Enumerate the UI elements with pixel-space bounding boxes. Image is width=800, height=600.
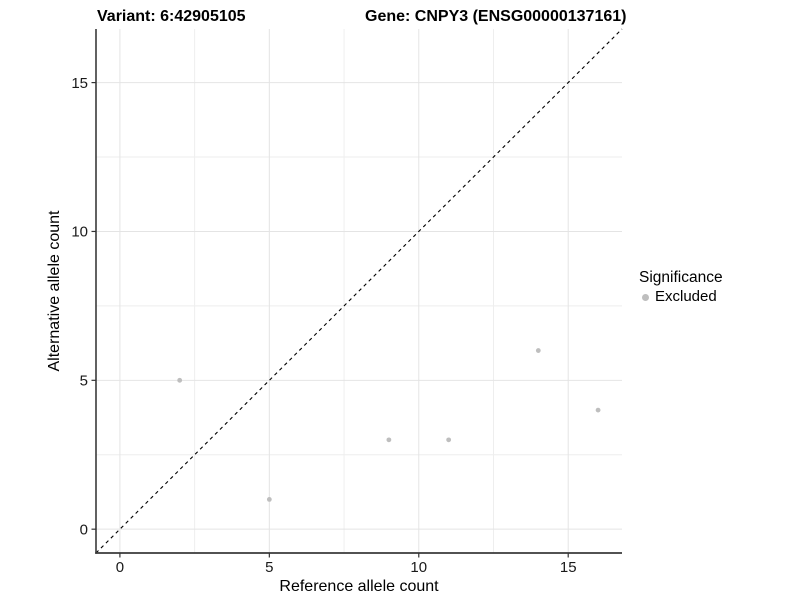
data-point <box>177 377 183 383</box>
y-tick-label: 10 <box>71 224 88 241</box>
y-tick-label: 15 <box>71 75 88 92</box>
data-point <box>595 407 601 413</box>
legend-item-excluded: Excluded <box>639 288 723 306</box>
y-tick-label: 5 <box>80 373 88 390</box>
y-tick-label: 0 <box>80 521 88 538</box>
data-point <box>266 497 272 502</box>
x-tick-label: 15 <box>560 559 577 576</box>
x-axis-title: Reference allele count <box>279 578 439 595</box>
legend: Significance Excluded <box>639 268 723 306</box>
plot-title-variant: Variant: 6:42905105 <box>97 8 246 25</box>
x-tick-label: 0 <box>116 559 124 576</box>
plot-title-gene: Gene: CNPY3 (ENSG00000137161) <box>365 8 627 25</box>
data-point <box>386 437 392 443</box>
legend-item-label: Excluded <box>655 288 717 305</box>
x-tick-label: 10 <box>410 559 427 576</box>
legend-point-icon <box>642 293 649 301</box>
y-axis-title: Alternative allele count <box>46 210 63 372</box>
legend-title: Significance <box>639 269 723 286</box>
x-tick-label: 5 <box>265 559 273 576</box>
data-point <box>535 348 541 353</box>
identity-dashed-line <box>95 28 623 554</box>
data-point <box>446 437 452 443</box>
